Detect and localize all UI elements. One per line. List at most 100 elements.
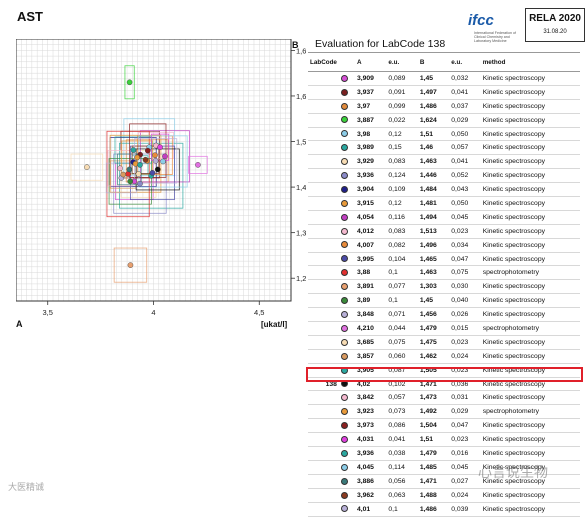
cell-b: 1,624 [417,113,450,128]
ifcc-logo: ifcc International Federation of Clinica… [458,12,522,46]
cell-eu-b: 0,029 [449,404,481,420]
axis-corner-a: A [16,319,23,329]
cell-eu-b: 0,015 [449,321,481,336]
cell-labcode [308,99,339,114]
table-row: 3,995 0,104 1,465 0,047 Kinetic spectroscopy [308,252,580,267]
cell-eu-b: 0,075 [449,265,481,281]
cell-b: 1,505 [417,363,450,378]
cell-b: 1,485 [417,460,450,475]
series-color-dot [340,297,348,305]
table-row: 3,848 0,071 1,456 0,026 Kinetic spectroscopy [308,307,580,323]
y-tick-label: 1,36 [296,229,306,238]
cell-labcode [308,432,339,448]
cell-a: 4,054 [354,210,387,225]
cell-eu-b: 0,023 [449,432,481,448]
table-row: 3,891 0,077 1,303 0,030 Kinetic spectroscopy [308,279,580,295]
evaluation-title: Evaluation for LabCode 138 [315,38,446,50]
cell-a: 3,97 [354,99,387,114]
cell-color-dot [338,127,355,142]
series-color-dot [340,102,348,110]
col-b: B [417,52,450,72]
uncertainty-box [70,153,104,181]
cell-eu-a: 0,063 [386,488,418,503]
col-dot [338,52,355,72]
cell-method: Kinetic spectroscopy [480,418,580,434]
cell-method: Kinetic spectroscopy [480,182,580,198]
cell-b: 1,479 [417,446,450,461]
data-point [117,165,123,172]
cell-eu-a: 0,038 [386,446,418,461]
cell-method: Kinetic spectroscopy [480,210,580,225]
cell-color-dot [338,460,355,475]
watermark-right: 心言说生物 [478,464,548,480]
cell-eu-a: 0,086 [386,418,418,434]
cell-eu-a: 0,077 [386,279,418,295]
cell-eu-a: 0,060 [386,349,418,364]
cell-labcode [308,363,339,378]
cell-eu-b: 0,047 [449,252,481,267]
cell-labcode [308,196,339,211]
cell-eu-a: 0,109 [386,182,418,198]
cell-eu-b: 0,031 [449,390,481,406]
ring-trial-box: RELA 2020 31.08.20 [525,8,585,42]
cell-a: 3,989 [354,140,387,156]
cell-a: 3,904 [354,182,387,198]
table-header-row: LabCode A e.u. B e.u. method [308,52,580,72]
table-row: 3,886 0,056 1,471 0,027 Kinetic spectroscopy [308,474,580,489]
y-tick-label: 1,6 [296,92,306,101]
cell-a: 4,012 [354,224,387,239]
cell-labcode [308,446,339,461]
cell-eu-a: 0,099 [386,99,418,114]
table-row: 3,915 0,12 1,481 0,050 Kinetic spectroscopy [308,196,580,211]
cell-labcode [308,474,339,489]
series-color-dot [340,491,348,499]
cell-labcode [308,252,339,267]
cell-color-dot [338,252,355,267]
series-color-dot [340,324,348,332]
data-point [154,166,161,173]
cell-color-dot [338,474,355,489]
cell-eu-a: 0,075 [386,335,418,350]
cell-eu-a: 0,056 [386,474,418,489]
cell-a: 3,848 [354,307,387,323]
cell-labcode [308,127,339,142]
cell-eu-b: 0,032 [449,71,481,86]
cell-a: 3,936 [354,446,387,461]
cell-a: 3,973 [354,418,387,434]
table-row: 3,97 0,099 1,486 0,037 Kinetic spectroscopy [308,99,580,114]
y-tick-label: 1,52 [296,138,306,147]
data-point [142,156,149,163]
table-row: 4,01 0,1 1,486 0,039 Kinetic spectroscopy [308,502,580,517]
series-color-dot [340,449,348,457]
x-tick-label: 4 [151,308,155,317]
ring-trial-name: RELA 2020 [529,13,581,24]
cell-color-dot [338,432,355,448]
col-labcode: LabCode [308,52,339,72]
series-color-dot [340,199,348,207]
series-color-dot [340,213,348,221]
series-color-dot [340,422,348,430]
cell-a: 3,909 [354,71,387,86]
cell-labcode [308,71,339,86]
table-row: 3,89 0,1 1,45 0,040 Kinetic spectroscopy [308,293,580,309]
cell-a: 3,89 [354,293,387,309]
cell-method: Kinetic spectroscopy [480,196,580,211]
cell-labcode [308,390,339,406]
cell-b: 1,481 [417,196,450,211]
series-color-dot [340,408,348,416]
cell-labcode [308,293,339,309]
cell-color-dot [338,502,355,517]
cell-eu-a: 0,083 [386,154,418,170]
data-point [126,79,133,86]
cell-color-dot [338,182,355,198]
table-row: 4,007 0,082 1,496 0,034 Kinetic spectroscopy [308,238,580,253]
cell-color-dot [338,140,355,156]
chart-title: AST [17,9,43,24]
table-row: 3,98 0,12 1,51 0,050 Kinetic spectroscopy [308,127,580,142]
cell-method: Kinetic spectroscopy [480,474,580,489]
cell-eu-a: 0,15 [386,140,418,156]
cell-a: 3,995 [354,252,387,267]
data-point [149,170,156,176]
series-color-dot [340,255,348,263]
cell-a: 4,210 [354,321,387,336]
